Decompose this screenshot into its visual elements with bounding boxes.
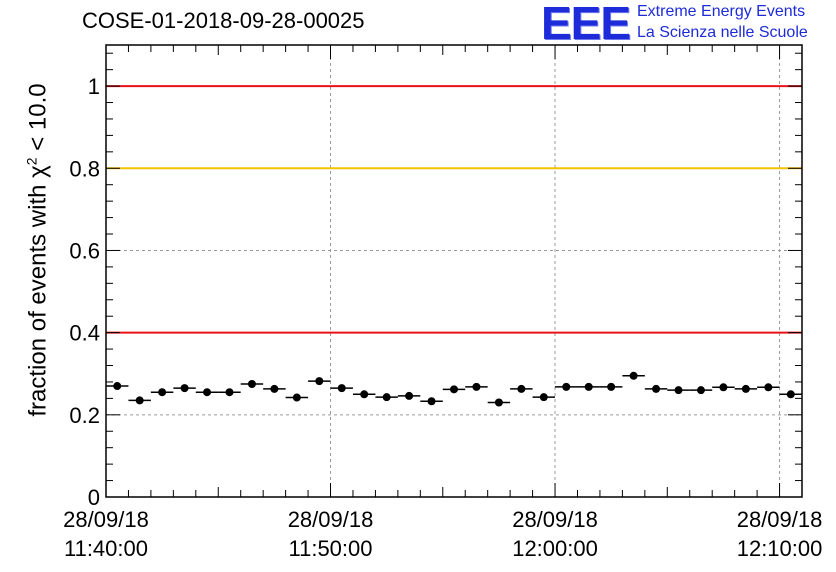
data-point: [629, 371, 638, 380]
data-point: [270, 384, 279, 393]
data-point: [180, 384, 189, 393]
data-point: [696, 386, 705, 395]
data-point: [292, 393, 301, 402]
data-point: [382, 393, 391, 402]
plot-frame: [105, 44, 803, 498]
data-point: [472, 382, 481, 391]
x-tick-label-time: 11:50:00: [289, 536, 373, 561]
data-point: [405, 391, 414, 400]
eee-logo: EEE Extreme Energy Events La Scienza nel…: [541, 0, 836, 49]
data-point: [427, 397, 436, 406]
chart-title: COSE-01-2018-09-28-00025: [82, 8, 365, 33]
logo-line-1: Extreme Energy Events: [637, 3, 806, 20]
x-tick-label-time: 12:10:00: [737, 536, 823, 561]
data-point: [113, 382, 122, 391]
y-tick-label: 0: [88, 485, 100, 510]
x-tick-label-date: 28/09/18: [63, 507, 149, 532]
data-point: [203, 388, 212, 397]
logo-mark: EEE: [541, 0, 631, 49]
data-point: [494, 398, 503, 407]
data-point: [719, 383, 728, 392]
data-point: [652, 384, 661, 393]
data-point: [158, 388, 167, 397]
x-tick-label-date: 28/09/18: [288, 507, 374, 532]
y-tick-label: 0.4: [69, 321, 100, 346]
x-tick-label-time: 12:00:00: [512, 536, 598, 561]
y-tick-label: 0.8: [69, 156, 100, 181]
x-tick-label-date: 28/09/18: [512, 507, 598, 532]
y-tick-label: 1: [88, 74, 100, 99]
data-point: [786, 390, 795, 399]
data-point: [539, 393, 548, 402]
data-point: [562, 382, 571, 391]
data-point: [517, 384, 526, 393]
data-point: [315, 377, 324, 386]
data-point: [247, 380, 256, 388]
data-point: [584, 382, 593, 391]
data-point: [674, 386, 683, 395]
data-point: [337, 384, 346, 393]
data-point: [764, 383, 773, 392]
data-point: [360, 390, 369, 399]
y-tick-label: 0.2: [69, 403, 100, 428]
y-tick-label: 0.6: [69, 238, 100, 263]
data-point: [741, 384, 750, 393]
x-tick-label-time: 11:40:00: [64, 536, 148, 561]
x-tick-label-date: 28/09/18: [737, 507, 823, 532]
data-point: [450, 385, 458, 394]
data-point: [225, 388, 234, 397]
logo-line-2: La Scienza nelle Scuole: [637, 24, 808, 41]
data-point: [135, 396, 144, 405]
data-point: [607, 382, 616, 391]
